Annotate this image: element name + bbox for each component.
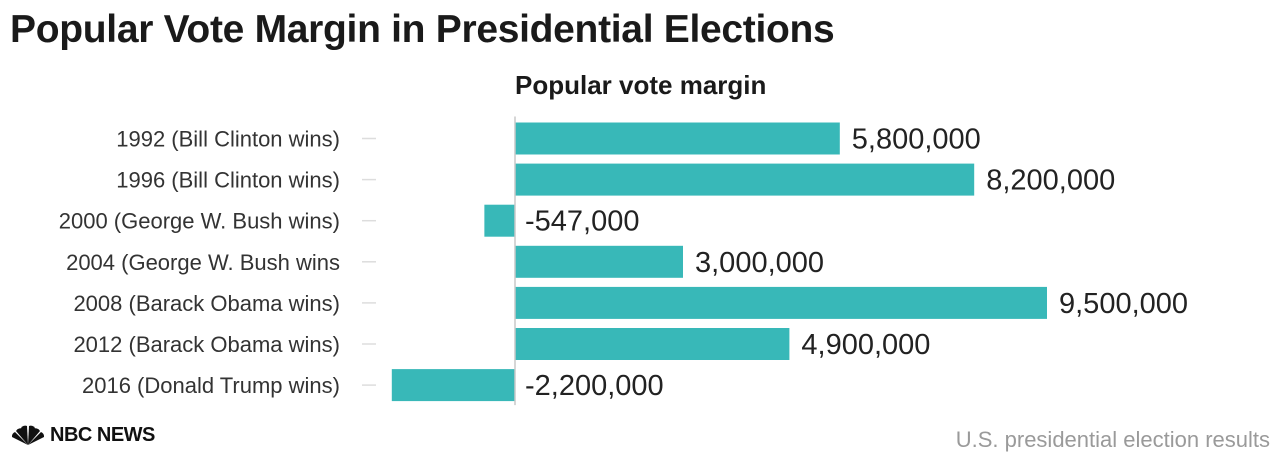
brand-name: NBC NEWS (50, 424, 155, 446)
value-label: 5,800,000 (852, 124, 981, 156)
category-label: 2000 (George W. Bush wins) (59, 209, 340, 234)
category-label: 2016 (Donald Trump wins) (82, 373, 340, 398)
value-label: 9,500,000 (1059, 288, 1188, 320)
bar (515, 122, 840, 155)
bar (484, 204, 515, 237)
value-label: 4,900,000 (801, 329, 930, 361)
category-label: 2012 (Barack Obama wins) (73, 332, 340, 357)
value-label: 3,000,000 (695, 247, 824, 279)
bar (515, 245, 683, 278)
value-label: 8,200,000 (986, 165, 1115, 197)
source-note: U.S. presidential election results (955, 427, 1270, 452)
value-label: -547,000 (525, 206, 640, 238)
bar (515, 286, 1047, 319)
category-label: 1992 (Bill Clinton wins) (116, 127, 340, 152)
footer-logo: NBC NEWS (10, 424, 155, 447)
bar (515, 163, 975, 196)
bar (515, 328, 790, 360)
peacock-icon (11, 425, 45, 445)
category-label: 1996 (Bill Clinton wins) (116, 168, 340, 193)
value-label: -2,200,000 (525, 370, 664, 402)
chart-title: Popular Vote Margin in Presidential Elec… (10, 8, 835, 51)
bar (391, 369, 515, 402)
chart-subtitle: Popular vote margin (515, 70, 767, 100)
category-label: 2004 (George W. Bush wins (66, 250, 340, 275)
category-label: 2008 (Barack Obama wins) (73, 291, 340, 316)
